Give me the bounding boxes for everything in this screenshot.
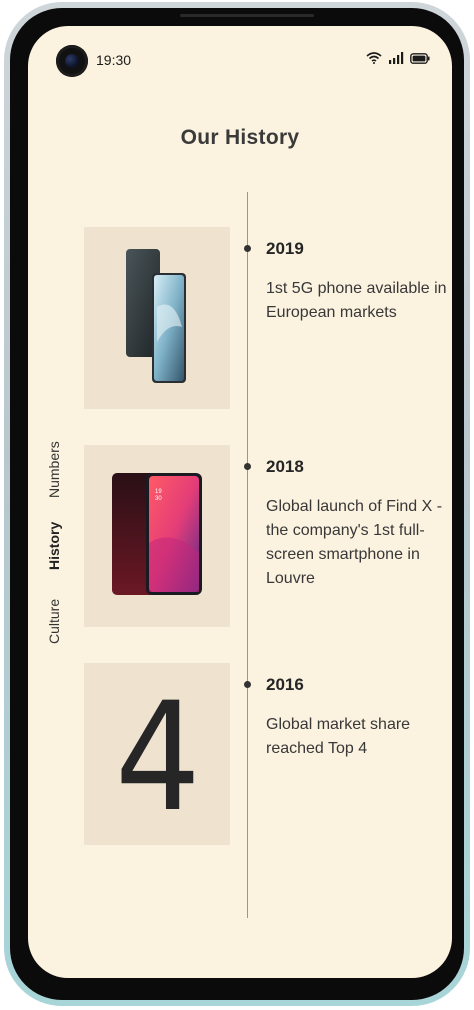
svg-text:19: 19 [155,489,162,495]
big-number-four: 4 [114,671,201,845]
battery-icon [410,52,430,64]
timeline-description: 1st 5G phone available in European marke… [266,280,447,321]
status-bar: 19:30 [28,26,452,96]
phone-bezel: 19:30 [10,8,464,1000]
timeline-year: 2016 [266,675,304,694]
timeline-description: Global market share reached Top 4 [266,716,411,757]
timeline-image-2016: 4 [84,663,230,845]
fullscreen-smartphone-image: 19 30 [112,473,202,595]
tab-numbers[interactable]: Numbers [46,441,62,498]
timeline-image-2019 [84,227,230,409]
page-title: Our History [180,126,300,149]
timeline-image-2018: 19 30 [84,445,230,627]
status-time: 19:30 [96,52,132,68]
wifi-icon [366,52,382,64]
tab-culture[interactable]: Culture [46,598,62,644]
status-icons [366,52,430,64]
tab-history[interactable]: History [46,521,62,570]
smartphone-pair-image [126,249,186,383]
signal-icon [388,52,404,64]
front-camera-icon [56,45,88,77]
timeline-year: 2018 [266,457,304,476]
phone-frame: 19:30 [4,2,470,1006]
timeline-description: Global launch of Find X - the company's … [266,498,443,587]
timeline-dot [244,681,251,688]
screen: 19:30 [28,26,452,978]
speaker-grille [180,14,314,17]
timeline-dot [244,463,251,470]
timeline-year: 2019 [266,239,304,258]
timeline-dot [244,245,251,252]
timeline-line [247,192,248,918]
svg-text:30: 30 [155,496,162,502]
